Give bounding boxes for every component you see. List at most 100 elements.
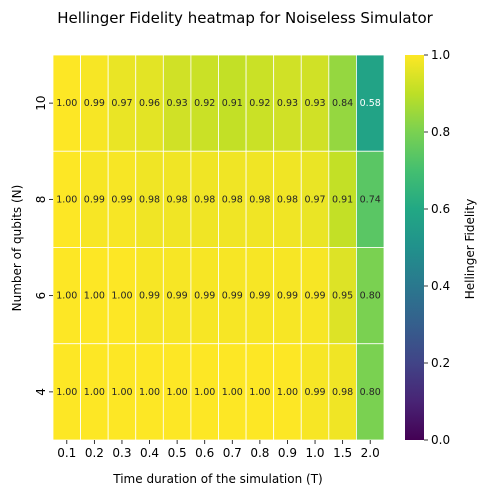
- cell-value-label: 1.00: [194, 387, 215, 398]
- heatmap-cell: [245, 54, 275, 152]
- colorbar-tick-label: 0.0: [431, 433, 450, 447]
- cell-value-label: 0.92: [194, 98, 215, 109]
- cell-value-label: 1.00: [56, 387, 77, 398]
- cell-value-label: 0.99: [277, 291, 298, 302]
- cell-value-label: 0.99: [304, 387, 325, 398]
- cell-value-label: 0.99: [84, 98, 105, 109]
- x-tick-label: 0.4: [140, 446, 159, 460]
- heatmap-cell: [328, 150, 357, 248]
- heatmap-cell: [52, 343, 81, 441]
- cell-value-label: 0.99: [304, 291, 325, 302]
- cell-value-label: 1.00: [222, 387, 243, 398]
- heatmap-cell: [135, 247, 164, 345]
- x-tick-label: 2.0: [361, 446, 380, 460]
- heatmap-cell: [107, 247, 137, 345]
- x-tick-label: 0.1: [57, 446, 76, 460]
- cell-value-label: 1.00: [111, 291, 132, 302]
- cell-value-label: 0.97: [111, 98, 132, 109]
- cell-value-label: 1.00: [111, 387, 132, 398]
- heatmap-cell: [135, 343, 164, 441]
- heatmap-cell: [245, 150, 275, 248]
- cell-value-label: 1.00: [56, 194, 77, 205]
- x-tick-label: 0.9: [278, 446, 297, 460]
- heatmap-cell: [328, 343, 357, 441]
- x-tick-label: 0.2: [85, 446, 104, 460]
- x-tick-label: 1.0: [305, 446, 324, 460]
- heatmap-cell: [52, 54, 81, 152]
- heatmap-cell: [300, 150, 330, 248]
- heatmap-cell: [356, 150, 385, 248]
- cell-value-label: 1.00: [139, 387, 160, 398]
- chart-title: Hellinger Fidelity heatmap for Noiseless…: [57, 9, 433, 27]
- x-tick-label: 0.6: [195, 446, 214, 460]
- heatmap-cell: [356, 247, 385, 345]
- cell-value-label: 0.93: [167, 98, 188, 109]
- cell-value-label: 0.91: [222, 98, 243, 109]
- heatmap-cell: [80, 150, 109, 248]
- heatmap-cells: [52, 54, 385, 441]
- heatmap-cell: [107, 54, 137, 152]
- x-tick-label: 0.7: [223, 446, 242, 460]
- cell-value-label: 1.00: [84, 387, 105, 398]
- heatmap-cell: [52, 247, 81, 345]
- heatmap-cell: [218, 343, 247, 441]
- cell-value-label: 0.99: [249, 291, 270, 302]
- colorbar-tick-label: 0.8: [431, 125, 450, 139]
- colorbar-tick-label: 1.0: [431, 48, 450, 62]
- heatmap-cell: [190, 54, 219, 152]
- heatmap-cell: [190, 343, 219, 441]
- y-tick-label: 6: [34, 292, 48, 300]
- cell-value-label: 1.00: [56, 98, 77, 109]
- cell-value-label: 1.00: [249, 387, 270, 398]
- heatmap-cell: [162, 150, 192, 248]
- heatmap-annotations: 1.00 0.99 0.97 0.96 0.93 0.92 0.91 0.92 0.93 0.93…: [56, 98, 381, 398]
- colorbar-gradient: [405, 55, 424, 440]
- y-tick-label: 8: [34, 196, 48, 204]
- y-tick-label: 4: [34, 388, 48, 396]
- cell-value-label: 0.93: [277, 98, 298, 109]
- x-tick-label: 1.5: [333, 446, 352, 460]
- heatmap-cell: [300, 54, 330, 152]
- heatmap-cell: [300, 343, 330, 441]
- heatmap-cell: [356, 54, 385, 152]
- x-axis-label: Time duration of the simulation (T): [112, 472, 322, 486]
- cell-value-label: 0.99: [167, 291, 188, 302]
- x-tick-label: 0.5: [168, 446, 187, 460]
- cell-value-label: 0.97: [304, 194, 325, 205]
- heatmap-cell: [135, 150, 164, 248]
- cell-value-label: 0.98: [139, 194, 160, 205]
- heatmap-axes: 0.1 0.2 0.3 0.4 0.5 0.6 0.7 0.8 0.9 1.0 1.5 2.0 10 8 6…: [34, 95, 380, 460]
- heatmap-cell: [218, 150, 247, 248]
- colorbar-tick-label: 0.6: [431, 202, 450, 216]
- colorbar: 0.0 0.2 0.4 0.6 0.8 1.0: [405, 48, 450, 447]
- cell-value-label: 1.00: [84, 291, 105, 302]
- heatmap-cell: [356, 343, 385, 441]
- cell-value-label: 0.95: [332, 291, 353, 302]
- cell-value-label: 1.00: [56, 291, 77, 302]
- heatmap-cell: [80, 54, 109, 152]
- cell-value-label: 0.98: [277, 194, 298, 205]
- cell-value-label: 0.93: [304, 98, 325, 109]
- heatmap-cell: [218, 247, 247, 345]
- cell-value-label: 0.99: [222, 291, 243, 302]
- colorbar-tick-label: 0.2: [431, 356, 450, 370]
- heatmap-cell: [162, 247, 192, 345]
- colorbar-label: Hellinger Fidelity: [463, 199, 477, 300]
- y-tick-label: 10: [34, 95, 48, 110]
- cell-value-label: 0.99: [84, 194, 105, 205]
- x-tick-label: 0.3: [112, 446, 131, 460]
- colorbar-tick-label: 0.4: [431, 279, 450, 293]
- heatmap-cell: [273, 343, 302, 441]
- cell-value-label: 1.00: [167, 387, 188, 398]
- cell-value-label: 0.92: [249, 98, 270, 109]
- cell-value-label: 0.99: [111, 194, 132, 205]
- cell-value-label: 0.99: [194, 291, 215, 302]
- cell-value-label: 0.58: [360, 98, 381, 109]
- cell-value-label: 0.84: [332, 98, 353, 109]
- cell-value-label: 0.80: [360, 387, 381, 398]
- cell-value-label: 0.74: [360, 194, 381, 205]
- cell-value-label: 0.98: [167, 194, 188, 205]
- cell-value-label: 0.98: [249, 194, 270, 205]
- cell-value-label: 0.96: [139, 98, 160, 109]
